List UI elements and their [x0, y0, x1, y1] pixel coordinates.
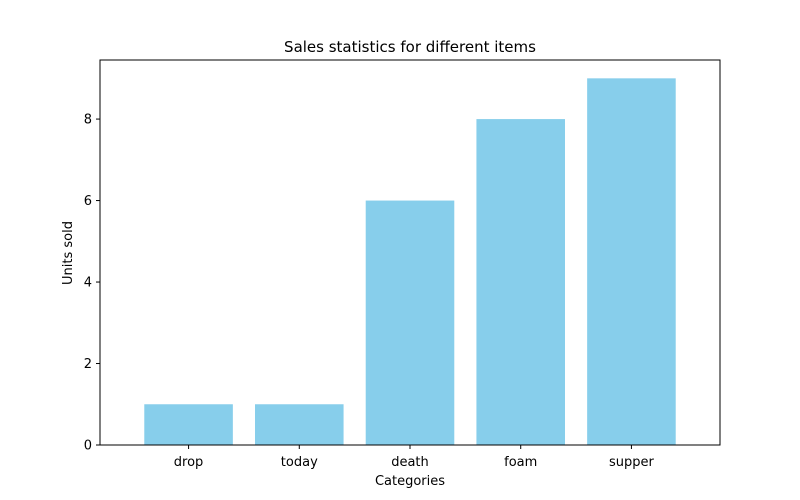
y-tick-label: 2: [84, 357, 92, 372]
bar-foam: [476, 119, 565, 446]
x-axis-ticks: drop today death foam supper: [174, 445, 655, 470]
chart-title: Sales statistics for different items: [284, 38, 536, 56]
bars-group: [144, 78, 676, 446]
y-tick-label: 8: [84, 113, 92, 128]
x-tick-label: today: [281, 455, 318, 470]
y-axis-label: Units sold: [61, 221, 76, 285]
x-axis-label: Categories: [375, 474, 445, 489]
x-tick-label: foam: [504, 455, 537, 470]
y-axis-ticks: 0 2 4 6 8: [84, 113, 100, 454]
bar-supper: [587, 78, 676, 445]
plot-frame: [99, 59, 721, 446]
y-tick-label: 0: [84, 439, 92, 454]
y-tick-label: 4: [84, 276, 92, 291]
x-tick-label: death: [391, 455, 429, 470]
y-tick-label: 6: [84, 194, 92, 209]
x-tick-label: supper: [609, 455, 655, 470]
bar-drop: [144, 404, 233, 445]
bar-death: [365, 200, 455, 445]
bar-today: [255, 404, 344, 445]
x-tick-label: drop: [174, 455, 204, 470]
